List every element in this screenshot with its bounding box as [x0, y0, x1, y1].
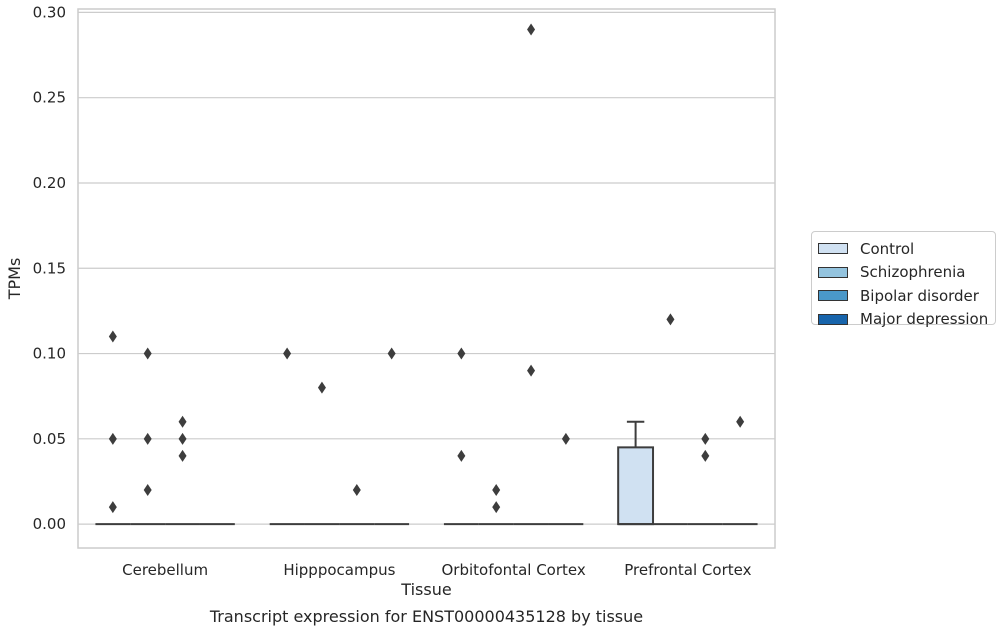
outlier-point: [108, 432, 117, 445]
outlier-point: [492, 501, 501, 514]
outlier-point: [143, 484, 152, 497]
y-tick-label: 0.30: [33, 3, 66, 21]
y-tick-label: 0.25: [33, 89, 66, 107]
outlier-point: [387, 347, 396, 360]
y-tick-label: 0.05: [33, 430, 66, 448]
outlier-point: [317, 381, 326, 394]
outlier-point: [457, 347, 466, 360]
legend-swatch: [818, 266, 848, 278]
box: [617, 446, 655, 526]
outlier-point: [178, 432, 187, 445]
y-tick-label: 0.00: [33, 515, 66, 533]
x-tick-label: Prefrontal Cortex: [624, 561, 751, 579]
y-tick-label: 0.20: [33, 174, 66, 192]
outlier-point: [701, 432, 710, 445]
y-tick-label: 0.15: [33, 259, 66, 277]
legend-swatch: [818, 243, 848, 255]
outlier-point: [178, 415, 187, 428]
outlier-point: [143, 432, 152, 445]
legend-item: Schizophrenia: [818, 261, 995, 285]
outlier-point: [527, 23, 536, 36]
gridlines: [78, 11, 775, 525]
legend: Control Schizophrenia Bipolar disorder Majo…: [811, 231, 996, 328]
x-axis: Cerebellum Hipppocampus Orbitofontal Corte…: [122, 561, 751, 579]
outlier-point: [666, 313, 675, 326]
legend-item: Control: [818, 237, 995, 261]
outlier-points: [108, 23, 745, 514]
x-tick-label: Orbitofontal Cortex: [442, 561, 586, 579]
outlier-point: [108, 501, 117, 514]
y-axis-title: TPMs: [5, 258, 24, 301]
y-tick-label: 0.10: [33, 345, 66, 363]
legend-swatch: [818, 313, 848, 325]
outlier-point: [736, 415, 745, 428]
outlier-point: [492, 484, 501, 497]
outlier-point: [457, 449, 466, 462]
legend-item: Major depression: [818, 308, 995, 332]
outlier-point: [701, 449, 710, 462]
outlier-point: [108, 330, 117, 343]
x-axis-title: Tissue: [400, 580, 451, 599]
outlier-point: [527, 364, 536, 377]
outlier-point: [178, 449, 187, 462]
box-groups: [95, 420, 758, 526]
legend-label: Schizophrenia: [860, 263, 966, 282]
outlier-point: [352, 484, 361, 497]
plot-area: [77, 8, 776, 549]
legend-swatch: [818, 290, 848, 302]
legend-item: Bipolar disorder: [818, 284, 995, 308]
legend-label: Bipolar disorder: [860, 286, 979, 305]
chart-caption: Transcript expression for ENST0000043512…: [209, 607, 643, 626]
x-tick-label: Hipppocampus: [283, 561, 395, 579]
legend-label: Control: [860, 239, 915, 258]
outlier-point: [143, 347, 152, 360]
outlier-point: [283, 347, 292, 360]
box-control: [617, 420, 655, 526]
outlier-point: [561, 432, 570, 445]
y-axis: 0.00 0.05 0.10 0.15 0.20 0.25 0.30: [33, 3, 66, 533]
x-tick-label: Cerebellum: [122, 561, 208, 579]
legend-label: Major depression: [860, 310, 989, 329]
